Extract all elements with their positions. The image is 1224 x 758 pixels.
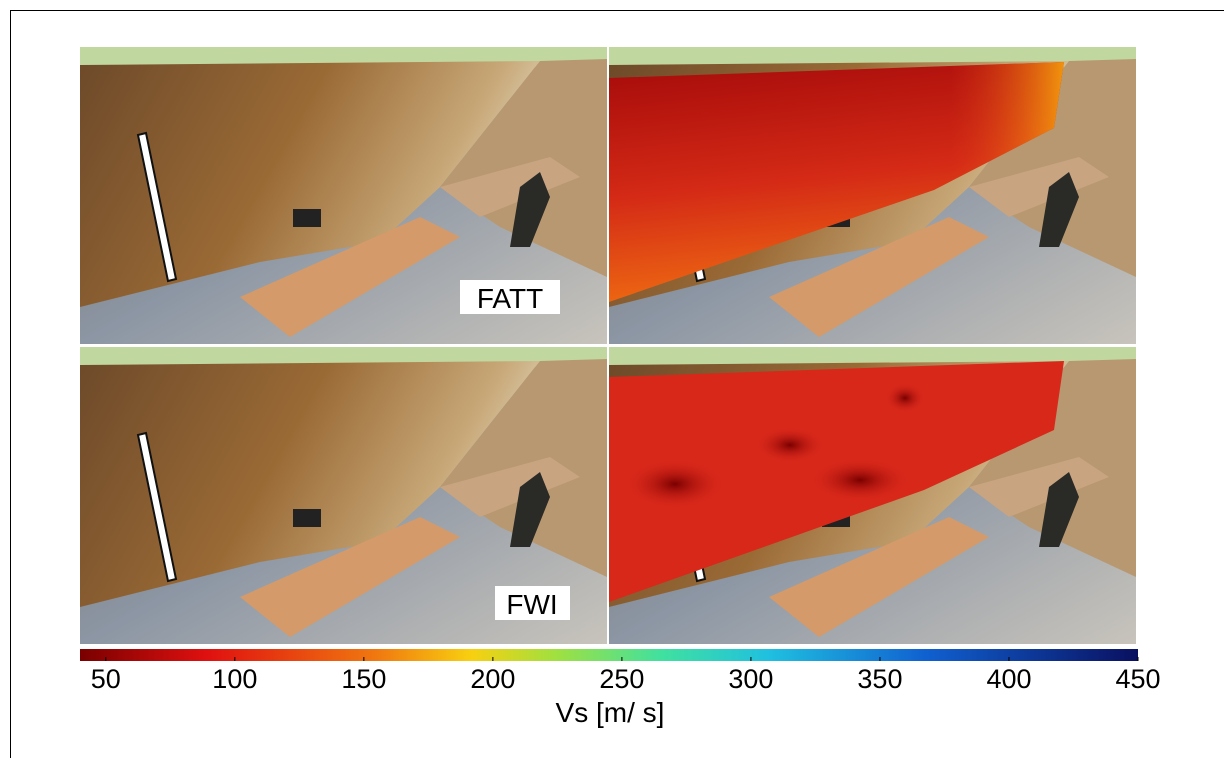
colorbar-tick-label: 200 [470,664,515,694]
colorbar-tick-label: 100 [212,664,257,694]
colorbar [80,649,1138,661]
fwi-anomaly [755,427,825,463]
panel-label: FATT [477,283,543,314]
colorbar-tick-label: 400 [986,664,1031,694]
figure-svg: FATT FWI Vs [m/ s] 50 100 150 200 250 300 350 4… [0,0,1224,758]
colorbar-tick-label: 250 [599,664,644,694]
colorbar-tick-label: 450 [1115,664,1160,694]
figure: FATT FWI Vs [m/ s] 50 100 150 200 250 300 350 4… [0,0,1224,758]
colorbar-tick-label: 150 [341,664,386,694]
fwi-anomaly [885,383,925,413]
colorbar-tick-label: 50 [91,664,121,694]
fwi-anomaly [625,459,725,509]
colorbar-tick-label: 350 [857,664,902,694]
panel-label: FWI [506,589,557,620]
fwi-anomaly [810,458,910,502]
colorbar-label: Vs [m/ s] [556,697,665,728]
colorbar-tick-label: 300 [728,664,773,694]
